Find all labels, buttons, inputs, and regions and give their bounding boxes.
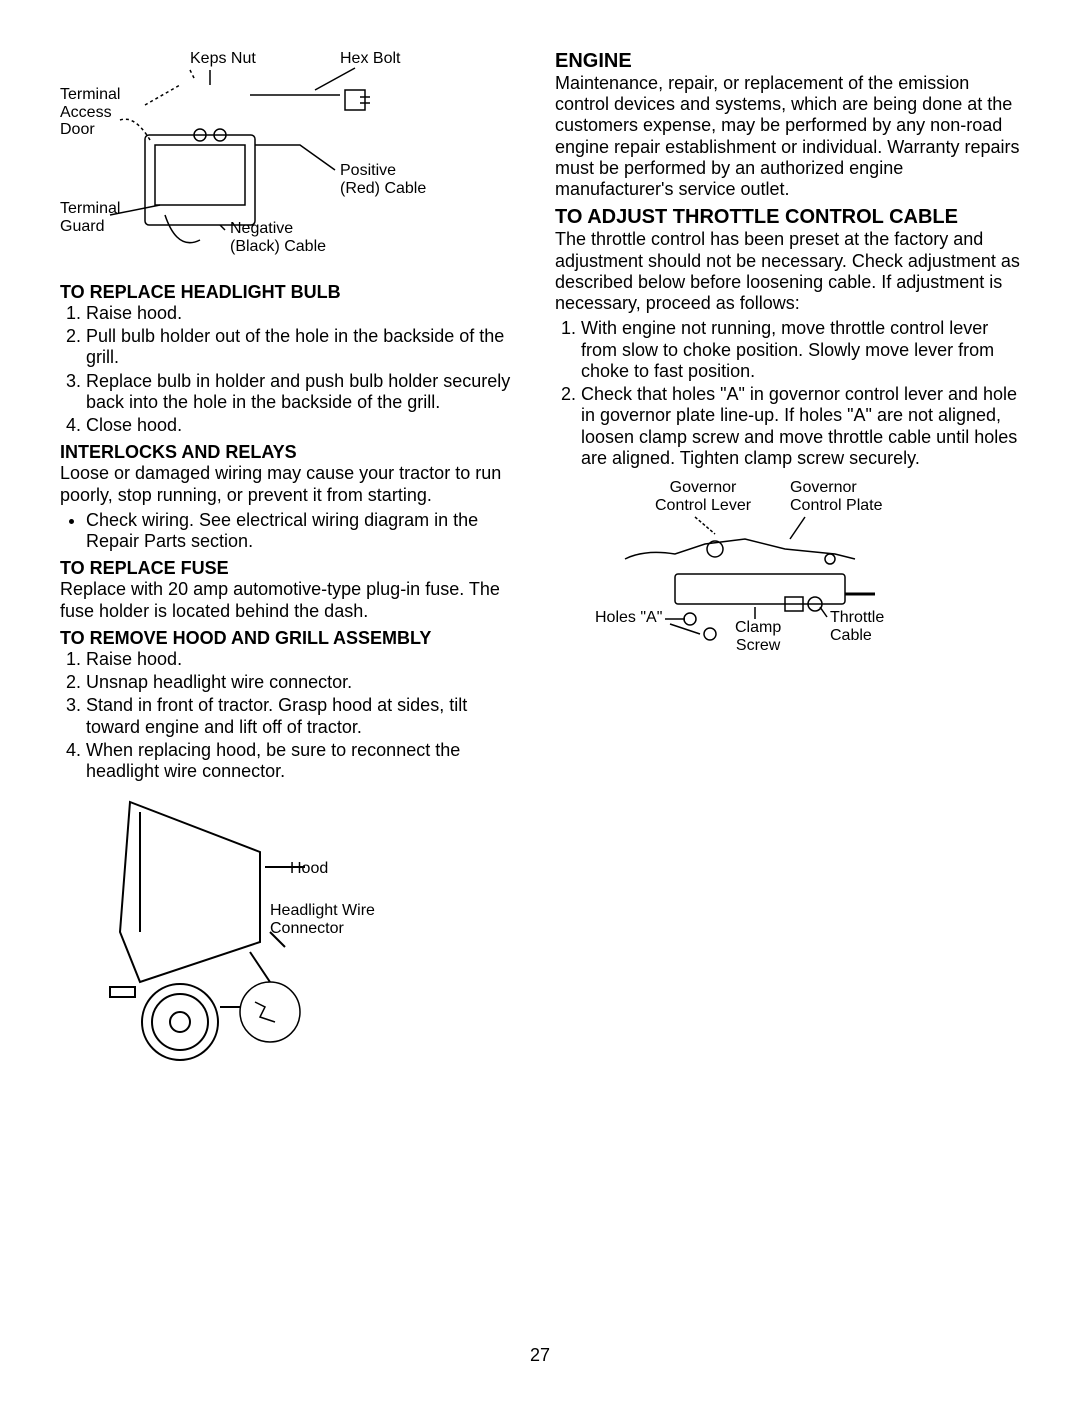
hood-diagram-svg [80, 792, 420, 1072]
step: Pull bulb holder out of the hole in the … [86, 326, 525, 368]
two-column-layout: Keps Nut Hex Bolt Terminal Access Door P… [60, 50, 1020, 1084]
step: Raise hood. [86, 303, 525, 324]
governor-diagram-svg [585, 479, 905, 669]
para-replace-fuse: Replace with 20 amp automotive-type plug… [60, 579, 525, 621]
heading-replace-headlight: TO REPLACE HEADLIGHT BULB [60, 282, 525, 303]
step: Close hood. [86, 415, 525, 436]
bullets-interlocks: Check wiring. See electrical wiring diag… [60, 510, 525, 552]
steps-replace-headlight: Raise hood. Pull bulb holder out of the … [60, 303, 525, 436]
heading-interlocks: INTERLOCKS AND RELAYS [60, 442, 525, 463]
bullet: Check wiring. See electrical wiring diag… [86, 510, 525, 552]
step: Check that holes "A" in governor control… [581, 384, 1020, 469]
left-column: Keps Nut Hex Bolt Terminal Access Door P… [60, 50, 525, 1084]
steps-remove-hood: Raise hood. Unsnap headlight wire connec… [60, 649, 525, 782]
figure-hood-tractor: Hood Headlight Wire Connector [60, 792, 525, 1072]
para-interlocks: Loose or damaged wiring may cause your t… [60, 463, 525, 505]
heading-remove-hood: TO REMOVE HOOD AND GRILL ASSEMBLY [60, 628, 525, 649]
heading-engine: ENGINE [555, 50, 1020, 73]
para-engine: Maintenance, repair, or replacement of t… [555, 73, 1020, 200]
step: When replacing hood, be sure to reconnec… [86, 740, 525, 782]
figure-governor: Governor Control Lever Governor Control … [585, 479, 1020, 669]
page-number: 27 [0, 1345, 1080, 1366]
step: Replace bulb in holder and push bulb hol… [86, 371, 525, 413]
steps-throttle: With engine not running, move throttle c… [555, 318, 1020, 469]
step: Stand in front of tractor. Grasp hood at… [86, 695, 525, 737]
para-throttle: The throttle control has been preset at … [555, 229, 1020, 314]
step: Raise hood. [86, 649, 525, 670]
figure-battery-terminal: Keps Nut Hex Bolt Terminal Access Door P… [60, 50, 525, 270]
battery-diagram-svg [60, 50, 420, 270]
right-column: ENGINE Maintenance, repair, or replaceme… [555, 50, 1020, 1084]
heading-throttle: TO ADJUST THROTTLE CONTROL CABLE [555, 206, 1020, 229]
step: With engine not running, move throttle c… [581, 318, 1020, 382]
heading-replace-fuse: TO REPLACE FUSE [60, 558, 525, 579]
step: Unsnap headlight wire connector. [86, 672, 525, 693]
